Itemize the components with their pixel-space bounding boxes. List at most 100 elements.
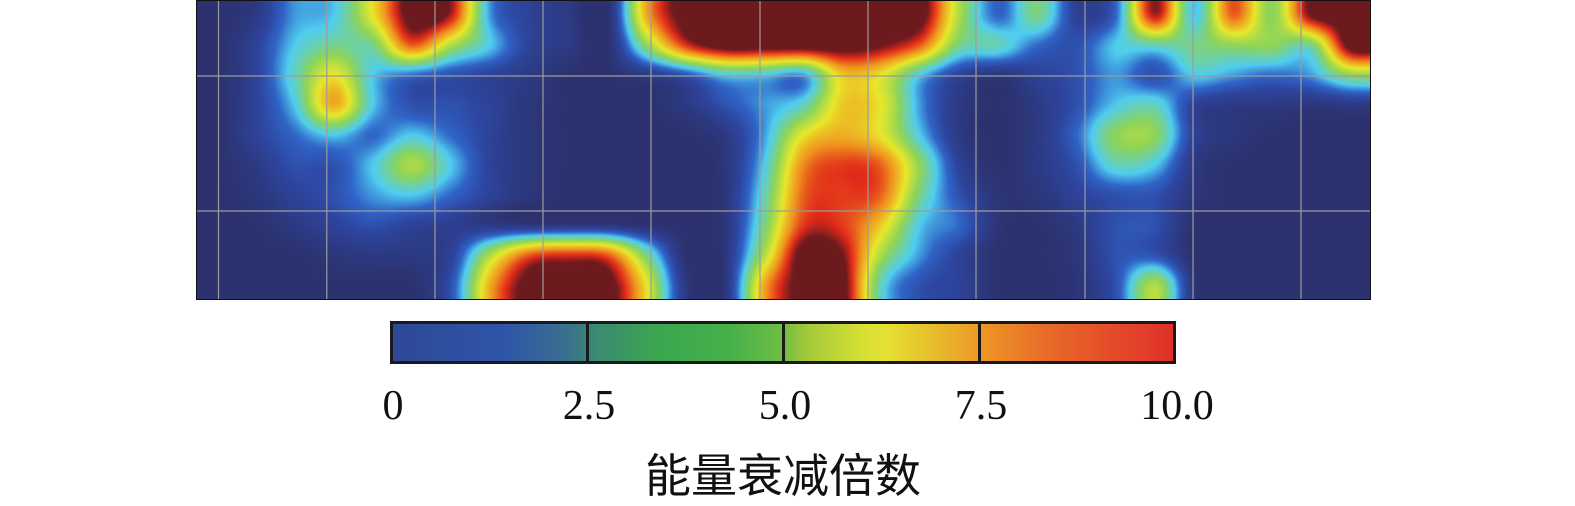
heatmap-cell — [549, 180, 588, 210]
heatmap-cell — [666, 269, 705, 299]
heatmap-cell — [784, 239, 823, 269]
heatmap-cell — [666, 90, 705, 120]
heatmap-cell — [1018, 1, 1057, 31]
heatmap-cell — [314, 269, 353, 299]
heatmap-cell — [236, 31, 275, 61]
heatmap-cell — [236, 150, 275, 180]
heatmap-cell — [1057, 239, 1096, 269]
heatmap-cell — [1331, 150, 1370, 180]
heatmap-cell — [901, 239, 940, 269]
heatmap-cell — [940, 1, 979, 31]
heatmap-cell — [1292, 269, 1331, 299]
heatmap-cell — [314, 120, 353, 150]
heatmap-cell — [471, 239, 510, 269]
heatmap-cell — [197, 150, 236, 180]
heatmap-cell — [1096, 210, 1135, 240]
heatmap-cell — [314, 31, 353, 61]
heatmap-cell — [1096, 1, 1135, 31]
heatmap-cell — [588, 1, 627, 31]
heatmap-cell — [353, 120, 392, 150]
heatmap-cell — [979, 90, 1018, 120]
heatmap-cell — [432, 120, 471, 150]
heatmap-cell — [197, 90, 236, 120]
heatmap-cell — [236, 1, 275, 31]
heatmap-cell — [744, 31, 783, 61]
heatmap-cell — [1135, 239, 1174, 269]
heatmap-cell — [940, 239, 979, 269]
heatmap-cell — [1096, 239, 1135, 269]
heatmap-cell — [236, 120, 275, 150]
heatmap-cell — [314, 150, 353, 180]
heatmap-cell — [823, 180, 862, 210]
heatmap-cell — [901, 180, 940, 210]
heatmap-cell — [588, 120, 627, 150]
heatmap-cell — [353, 269, 392, 299]
heatmap-cell — [236, 180, 275, 210]
heatmap-cell — [627, 239, 666, 269]
heatmap-cell — [549, 210, 588, 240]
heatmap-cell — [1331, 269, 1370, 299]
heatmap-cell — [1096, 120, 1135, 150]
heatmap-cell — [1292, 90, 1331, 120]
heatmap-cell — [1292, 120, 1331, 150]
heatmap-cell — [744, 90, 783, 120]
heatmap-cell — [627, 1, 666, 31]
heatmap-cell — [1018, 31, 1057, 61]
heatmap-cell — [979, 180, 1018, 210]
heatmap-cell — [1214, 239, 1253, 269]
heatmap-cell — [1057, 31, 1096, 61]
heatmap-cell — [1214, 180, 1253, 210]
heatmap-cell — [627, 269, 666, 299]
heatmap-cell — [353, 239, 392, 269]
colorbar-divider — [782, 324, 785, 361]
heatmap-cell — [1331, 90, 1370, 120]
heatmap-cell — [549, 1, 588, 31]
heatmap-cell — [471, 150, 510, 180]
heatmap-cell — [705, 1, 744, 31]
heatmap-cell — [1096, 269, 1135, 299]
heatmap-cell — [588, 31, 627, 61]
heatmap-cell — [1135, 150, 1174, 180]
heatmap-cell — [744, 180, 783, 210]
heatmap-cell — [784, 150, 823, 180]
heatmap-cell — [197, 31, 236, 61]
heatmap-cell — [1018, 120, 1057, 150]
heatmap-cell — [784, 180, 823, 210]
heatmap-cell — [197, 120, 236, 150]
heatmap-cell — [1292, 180, 1331, 210]
heatmap-cell — [940, 210, 979, 240]
heatmap-cell — [588, 150, 627, 180]
heatmap-cell — [823, 90, 862, 120]
heatmap-cell — [666, 239, 705, 269]
heatmap-cell — [432, 1, 471, 31]
heatmap-cell — [1135, 120, 1174, 150]
heatmap-image — [197, 1, 1370, 299]
heatmap-cell — [549, 269, 588, 299]
heatmap-cell — [705, 31, 744, 61]
heatmap-cell — [979, 120, 1018, 150]
heatmap-cell — [940, 150, 979, 180]
heatmap-cell — [393, 120, 432, 150]
heatmap-cell — [1292, 150, 1331, 180]
heatmap-cell — [549, 31, 588, 61]
heatmap-cell — [901, 150, 940, 180]
heatmap-cell — [705, 150, 744, 180]
heatmap-cell — [1135, 180, 1174, 210]
heatmap-cell — [1018, 269, 1057, 299]
heatmap-cell — [979, 31, 1018, 61]
heatmap-cell — [432, 269, 471, 299]
heatmap-cell — [1253, 239, 1292, 269]
heatmap-cell — [1018, 150, 1057, 180]
heatmap-cell — [197, 269, 236, 299]
heatmap-cell — [275, 150, 314, 180]
heatmap-cell — [471, 269, 510, 299]
heatmap-cell — [705, 180, 744, 210]
heatmap-cell — [823, 120, 862, 150]
heatmap-overlay — [197, 1, 1370, 299]
heatmap-cell — [784, 269, 823, 299]
heatmap-cell — [901, 269, 940, 299]
heatmap-cell — [236, 239, 275, 269]
heatmap-cell — [784, 90, 823, 120]
heatmap-cell — [393, 1, 432, 31]
heatmap-cell — [666, 180, 705, 210]
